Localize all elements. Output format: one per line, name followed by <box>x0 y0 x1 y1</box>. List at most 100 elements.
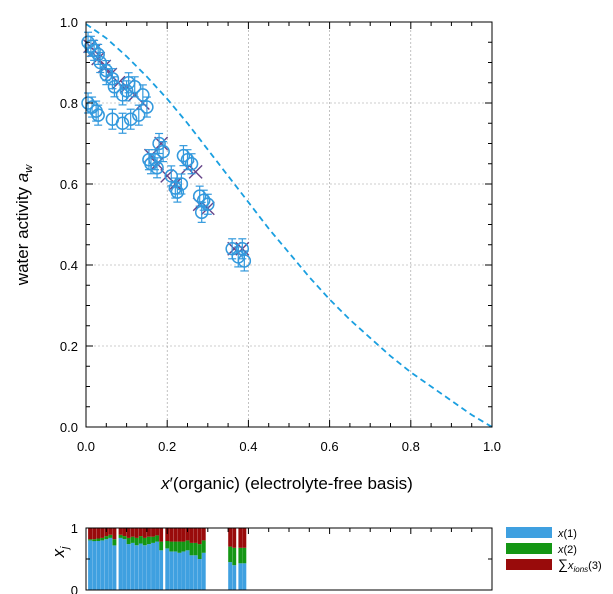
composition-bar-segment <box>130 542 135 590</box>
circle-outline <box>148 152 162 167</box>
composition-bar-segment <box>159 550 164 590</box>
circle-marker <box>164 165 179 187</box>
circle-outline <box>136 88 150 102</box>
composition-bar-segment <box>201 540 206 553</box>
x-tick-label: 0.0 <box>77 439 95 454</box>
composition-bar-segment <box>138 536 143 544</box>
composition-bar-segment <box>238 528 243 548</box>
model-curve <box>85 23 493 428</box>
circle-outline <box>115 116 130 130</box>
composition-bar-segment <box>88 528 92 540</box>
circle-marker <box>201 193 215 215</box>
circle-outline <box>107 80 122 94</box>
legend-symbol: x <box>567 560 574 572</box>
composition-bar-segment <box>177 541 182 553</box>
composition-bar-segment <box>193 542 198 556</box>
composition-ticks <box>85 527 493 591</box>
y-tick-label: 0.0 <box>60 420 78 435</box>
x-tick-label: 0.6 <box>321 439 339 454</box>
composition-bar-segment <box>104 528 109 537</box>
y-tick-label: 0.8 <box>60 96 78 111</box>
composition-bar-segment <box>104 539 109 590</box>
composition-bar-segment <box>151 536 155 543</box>
composition-bar-segment <box>100 537 105 541</box>
main-plot-frame <box>85 21 493 428</box>
circle-outline <box>235 242 250 256</box>
legend-swatch <box>506 559 552 570</box>
circle-outline <box>132 108 146 122</box>
composition-bar-segment <box>134 537 139 546</box>
circle-outline <box>81 96 95 110</box>
composition-bar-segment <box>151 542 155 590</box>
composition-bar-segment <box>197 544 202 559</box>
composition-bar-segment <box>122 536 127 540</box>
circle-marker <box>170 181 185 203</box>
composition-bar-segment <box>130 528 135 537</box>
composition-bar-segment <box>232 547 237 566</box>
composition-bar-segment <box>238 563 243 590</box>
composition-bar-segment <box>92 541 97 590</box>
circle-marker <box>119 80 134 102</box>
composition-bar-segment <box>165 541 170 549</box>
composition-bar-segment <box>142 545 147 590</box>
composition-bar-segment <box>138 528 143 537</box>
composition-bar-segment <box>181 541 186 552</box>
composition-bar-segment <box>185 550 190 590</box>
y-tick-label: 0.4 <box>60 258 78 273</box>
composition-bar-segment <box>155 541 159 590</box>
y-tick-label: 0.2 <box>60 339 78 354</box>
composition-bar-segment <box>100 540 105 590</box>
composition-bar-segment <box>201 528 206 541</box>
composition-bar-segment <box>147 528 151 537</box>
circle-marker <box>132 104 146 126</box>
composition-bar-segment <box>169 528 174 542</box>
x-tick-label: 0.4 <box>239 439 257 454</box>
composition-bar-segment <box>173 541 178 552</box>
circle-marker <box>150 157 164 179</box>
composition-bar-segment <box>165 548 170 590</box>
composition-bar-segment <box>193 528 198 543</box>
circle-outline <box>170 185 185 199</box>
circle-outline <box>150 161 164 175</box>
x-tick-label: 1.0 <box>483 439 501 454</box>
y-tick-label: 0.6 <box>60 177 78 192</box>
composition-bar-segment <box>134 545 139 590</box>
circle-outline <box>115 88 130 102</box>
composition-bar-segment <box>173 551 178 590</box>
composition-bar-segment <box>118 537 123 590</box>
composition-bar-segment <box>88 539 92 541</box>
x-tick-labels: 0.0 0.2 0.4 0.6 0.8 1.0 <box>77 439 501 454</box>
composition-bar-segment <box>189 528 194 543</box>
circle-outline <box>196 193 211 207</box>
legend-sum-symbol: ∑ <box>558 556 568 572</box>
composition-bar-segment <box>181 528 186 542</box>
main-grid <box>86 22 492 427</box>
composition-bar-segment <box>165 528 170 541</box>
composition-bar-segment <box>232 565 237 590</box>
composition-chart: 01 xj <box>49 521 493 594</box>
composition-bar-segment <box>96 541 101 590</box>
circle-marker <box>105 108 120 130</box>
composition-bar-segment <box>197 528 202 545</box>
circle-outline <box>184 157 199 171</box>
composition-bar-segment <box>173 528 178 542</box>
y-tick-labels: 0.0 0.2 0.4 0.6 0.8 1.0 <box>60 15 78 435</box>
composition-bar-segment <box>201 552 206 590</box>
legend-label: ∑xions(3) <box>558 556 602 574</box>
circle-outline <box>176 148 191 163</box>
composition-bar-segment <box>228 546 233 563</box>
composition-bar-segment <box>155 528 159 536</box>
composition-bar-segment <box>108 528 113 535</box>
composition-bar-segment <box>185 540 190 551</box>
circle-outline <box>87 43 101 58</box>
composition-bar-segment <box>142 537 147 546</box>
composition-bar-segment <box>242 528 247 548</box>
composition-bar-segment <box>151 528 155 537</box>
circle-outline <box>140 100 154 114</box>
composition-y-tick-label: 0 <box>71 583 78 594</box>
composition-bar-segment <box>118 534 123 538</box>
circle-outline <box>119 84 134 98</box>
legend-symbol: x <box>557 544 564 556</box>
composition-bar-segment <box>193 555 198 590</box>
circle-marker <box>84 35 98 57</box>
